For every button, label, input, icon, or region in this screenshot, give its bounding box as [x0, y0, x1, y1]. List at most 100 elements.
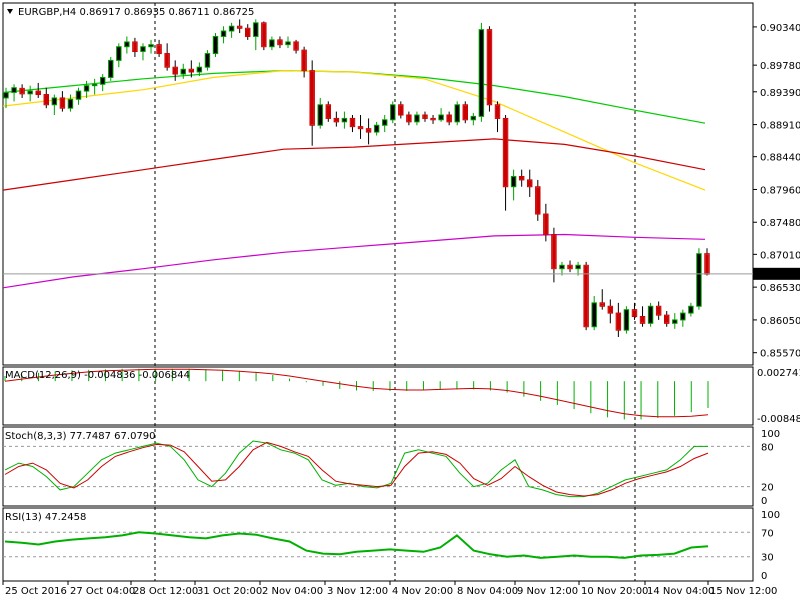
candle-body-fill [45, 95, 48, 104]
candle-body [229, 26, 233, 31]
candle-body [92, 84, 96, 85]
rsi-pane-frame [3, 508, 753, 581]
candle-body-fill [157, 45, 160, 53]
candle-body-fill [190, 70, 193, 72]
candle-body [221, 31, 225, 36]
candle-body [12, 88, 16, 93]
candle-body-fill [633, 310, 636, 316]
stoch-tick-label: 100 [761, 429, 780, 440]
candle-body [141, 47, 145, 52]
candle-body-fill [601, 303, 604, 305]
candle-body-fill [464, 105, 467, 119]
candle [648, 303, 652, 327]
candle-body-fill [133, 42, 136, 51]
candle-body [374, 125, 378, 132]
price-tick-label: 0.90340 [760, 23, 800, 34]
candle-body-fill [641, 317, 644, 323]
candle [584, 262, 588, 330]
candle-body-fill [399, 105, 402, 114]
candle-body-fill [705, 254, 708, 273]
candle-body [471, 116, 475, 119]
candle [109, 57, 113, 81]
candle-body-fill [367, 129, 370, 131]
candle-body [415, 115, 419, 122]
time-tick-label: 8 Nov 04:00 [457, 586, 518, 597]
price-tick-label: 0.86530 [760, 283, 800, 294]
candle-body-fill [496, 105, 499, 118]
candle-body-fill [657, 307, 660, 315]
candle-body [511, 176, 515, 186]
candle [455, 101, 459, 125]
candle-body-fill [351, 119, 354, 126]
price-tick-label: 0.89780 [760, 61, 800, 72]
price-tick-label: 0.88440 [760, 153, 800, 164]
candle [624, 306, 628, 333]
candle-body [342, 118, 346, 121]
candle-body [125, 42, 129, 47]
candle [479, 23, 483, 122]
candle-body-fill [294, 42, 297, 49]
candle [205, 50, 209, 70]
rsi-tick-label: 0 [761, 571, 767, 582]
candle-body [149, 45, 153, 47]
candle-body-fill [536, 187, 539, 213]
macd-label: MACD(12,26,9) -0.004836 -0.006844 [5, 370, 190, 381]
candle-body-fill [552, 235, 555, 268]
candle-body [648, 306, 652, 323]
candle-body-fill [544, 215, 547, 234]
candle-body-fill [609, 307, 612, 313]
stoch-tick-label: 0 [761, 496, 767, 507]
time-tick-label: 4 Nov 20:00 [392, 586, 453, 597]
candle-body [52, 98, 56, 105]
time-tick-label: 28 Oct 12:00 [133, 586, 198, 597]
candle-body [84, 86, 88, 91]
price-tick-label: 0.85570 [760, 349, 800, 360]
price-tick-label: 0.89390 [760, 88, 800, 99]
candle-body-fill [278, 40, 281, 44]
macd-tick-label: -0.008488 [757, 414, 800, 425]
candle-body [576, 265, 580, 268]
candle-body-fill [335, 119, 338, 121]
time-tick-label: 27 Oct 04:00 [70, 586, 135, 597]
candle-body [213, 36, 217, 53]
candle-body-fill [568, 266, 571, 268]
candle [391, 101, 395, 123]
time-tick-label: 15 Nov 12:00 [710, 586, 777, 597]
candle [262, 21, 266, 50]
candle-body [117, 47, 121, 61]
candle [213, 33, 217, 57]
candle-body [28, 91, 32, 94]
rsi-label: RSI(13) 47.2458 [5, 512, 86, 523]
time-tick-label: 14 Nov 04:00 [647, 586, 714, 597]
candle-body [479, 30, 483, 117]
stoch-tick-label: 80 [761, 442, 774, 453]
time-tick-label: 31 Oct 20:00 [197, 586, 262, 597]
time-tick-label: 3 Nov 12:00 [327, 586, 388, 597]
candle [487, 26, 491, 111]
candle-body-fill [310, 71, 313, 125]
candle-body [205, 54, 209, 68]
candle-body-fill [246, 29, 249, 36]
candle-body-fill [20, 89, 23, 93]
candle-body-fill [262, 23, 265, 46]
candle-body-fill [327, 105, 330, 118]
candle-body-fill [447, 116, 450, 122]
candle-body [439, 115, 443, 120]
candle-body [286, 42, 290, 45]
candle-body [68, 99, 72, 108]
candle-body [592, 303, 596, 327]
price-pane-frame [3, 3, 753, 365]
candle-body [689, 306, 693, 313]
price-tick-label: 0.86050 [760, 316, 800, 327]
candle [697, 248, 701, 309]
candle-body-fill [165, 54, 168, 67]
candle-body-fill [488, 30, 491, 104]
price-tick-label: 0.87960 [760, 185, 800, 196]
candle-body-fill [665, 316, 668, 323]
candle-body-fill [37, 92, 40, 94]
macd-tick-label: 0.002741 [757, 368, 800, 379]
time-tick-label: 2 Nov 04:00 [262, 586, 323, 597]
price-tick-label: 0.87010 [760, 250, 800, 261]
